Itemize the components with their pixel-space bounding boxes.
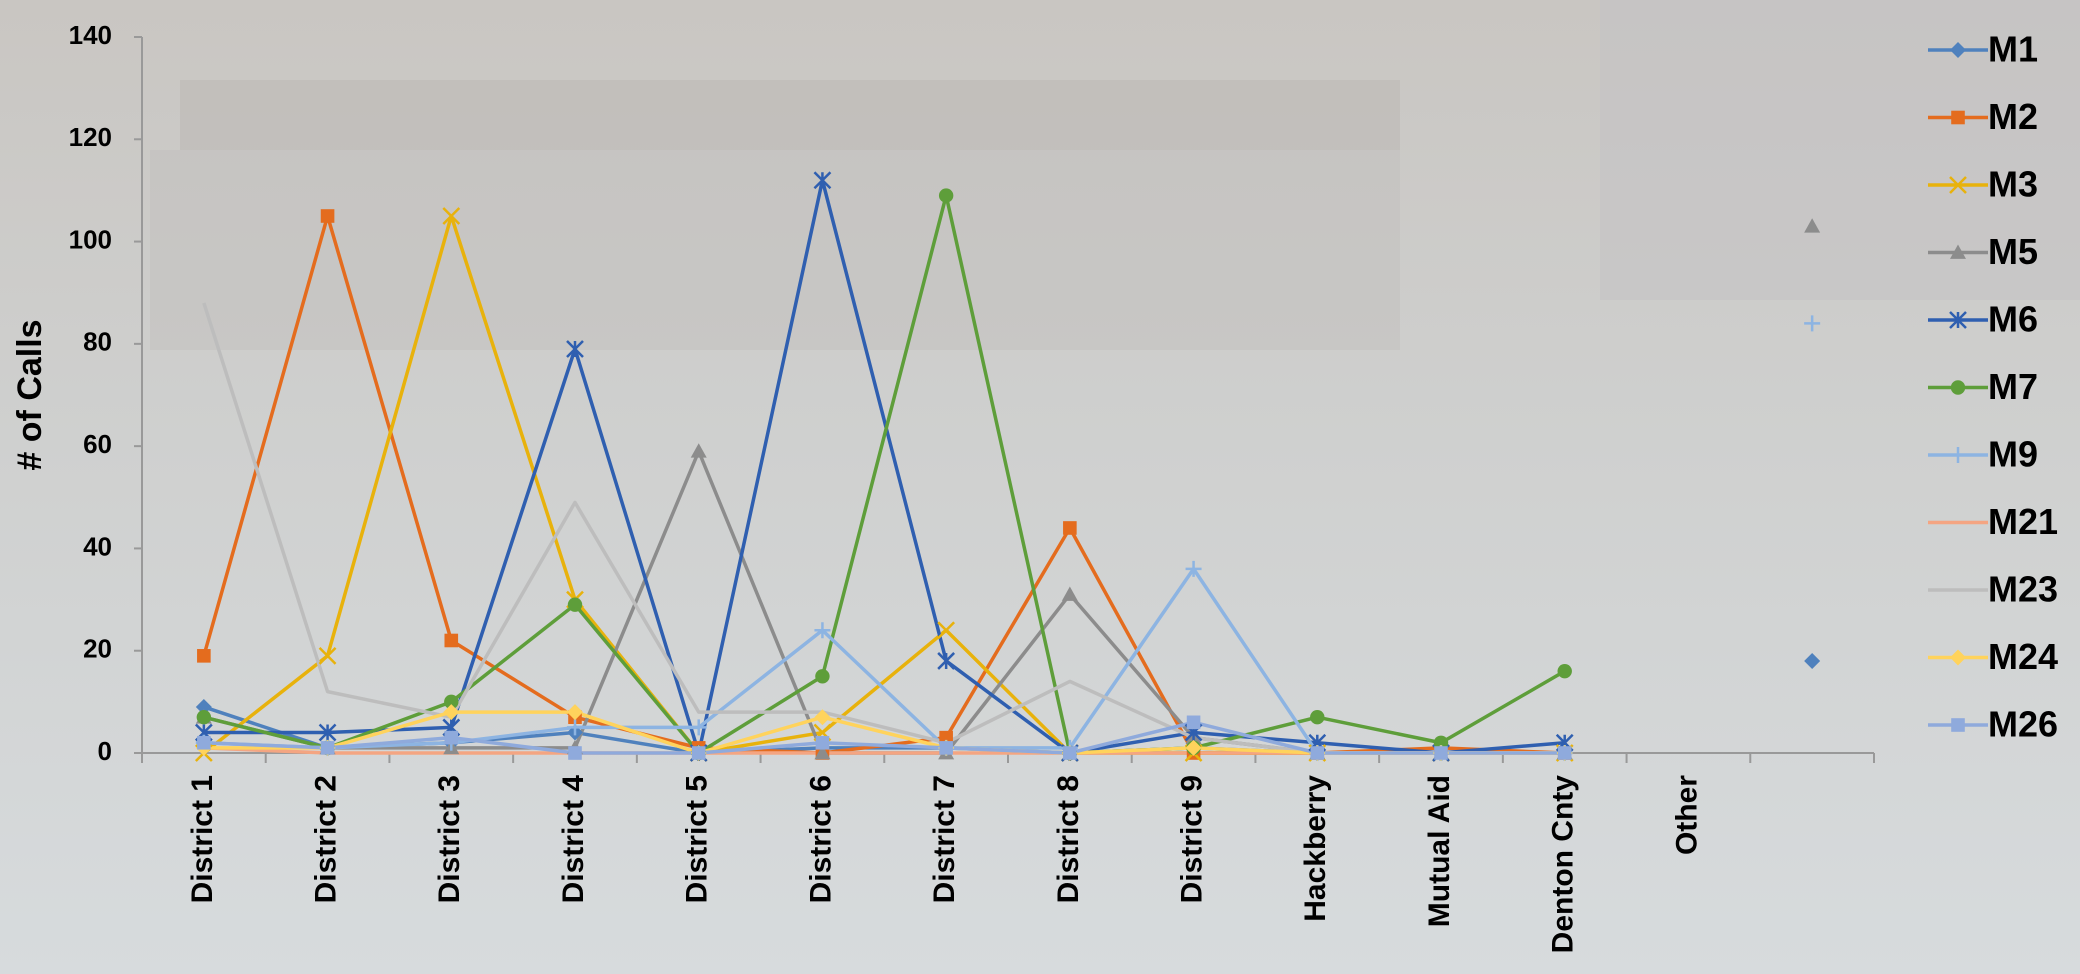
x-tick-label: District 5 [681,775,714,903]
page: {"chart_data": { "type": "line", "y_labe… [0,0,2080,974]
y-tick-label: 120 [69,122,112,152]
y-axis-label: # of Calls [11,319,49,470]
marker [815,669,829,683]
marker [444,731,458,745]
marker [692,746,706,760]
marker [939,188,953,202]
x-tick-label: District 6 [804,775,837,903]
marker [568,746,582,760]
x-tick-label: Other [1670,775,1703,855]
legend-label: M3 [1988,164,2038,205]
legend-label: M2 [1988,96,2038,137]
y-tick-label: 20 [83,634,112,664]
y-tick-label: 140 [69,20,112,50]
marker [1558,746,1572,760]
x-tick-label: District 1 [186,775,219,903]
marker [1187,716,1201,730]
x-tick-label: District 4 [557,775,590,904]
legend-label: M5 [1988,231,2038,272]
marker [1310,710,1324,724]
x-tick-label: District 9 [1175,775,1208,903]
marker [197,649,211,663]
x-tick-label: Hackberry [1299,775,1332,922]
y-tick-label: 60 [83,429,112,459]
marker [444,634,458,648]
chart: # of Calls 0 20 40 60 80 100 120 140 District 1 D… [0,0,2080,974]
marker [197,736,211,750]
x-tick-label: District 3 [433,775,466,903]
legend-label: M23 [1988,569,2058,610]
x-tick-label: District 2 [309,775,342,903]
y-tick-label: 40 [83,531,112,561]
y-tick-label: 80 [83,327,112,357]
legend-label: M1 [1988,29,2038,70]
y-tick-label: 0 [98,736,112,766]
legend-label: M7 [1988,366,2038,407]
marker [568,597,582,611]
marker [1951,380,1965,394]
background-railing [180,80,1400,150]
marker [1063,746,1077,760]
x-tick-label: District 7 [928,775,961,903]
marker [1951,111,1965,125]
marker [1063,521,1077,535]
marker [1310,746,1324,760]
marker [816,736,830,750]
legend-label: M6 [1988,299,2038,340]
y-tick-label: 100 [69,224,112,254]
marker [197,710,211,724]
marker [321,209,335,223]
marker [939,741,953,755]
legend-label: M26 [1988,704,2058,745]
marker [1434,746,1448,760]
marker [321,741,335,755]
legend-label: M21 [1988,501,2058,542]
marker [1558,664,1572,678]
x-tick-label: Mutual Aid [1423,775,1456,927]
x-tick-label: Denton Cnty [1547,775,1580,954]
legend-label: M9 [1988,434,2038,475]
legend-label: M24 [1988,636,2058,677]
x-tick-label: District 8 [1052,775,1085,903]
marker [1951,718,1965,732]
